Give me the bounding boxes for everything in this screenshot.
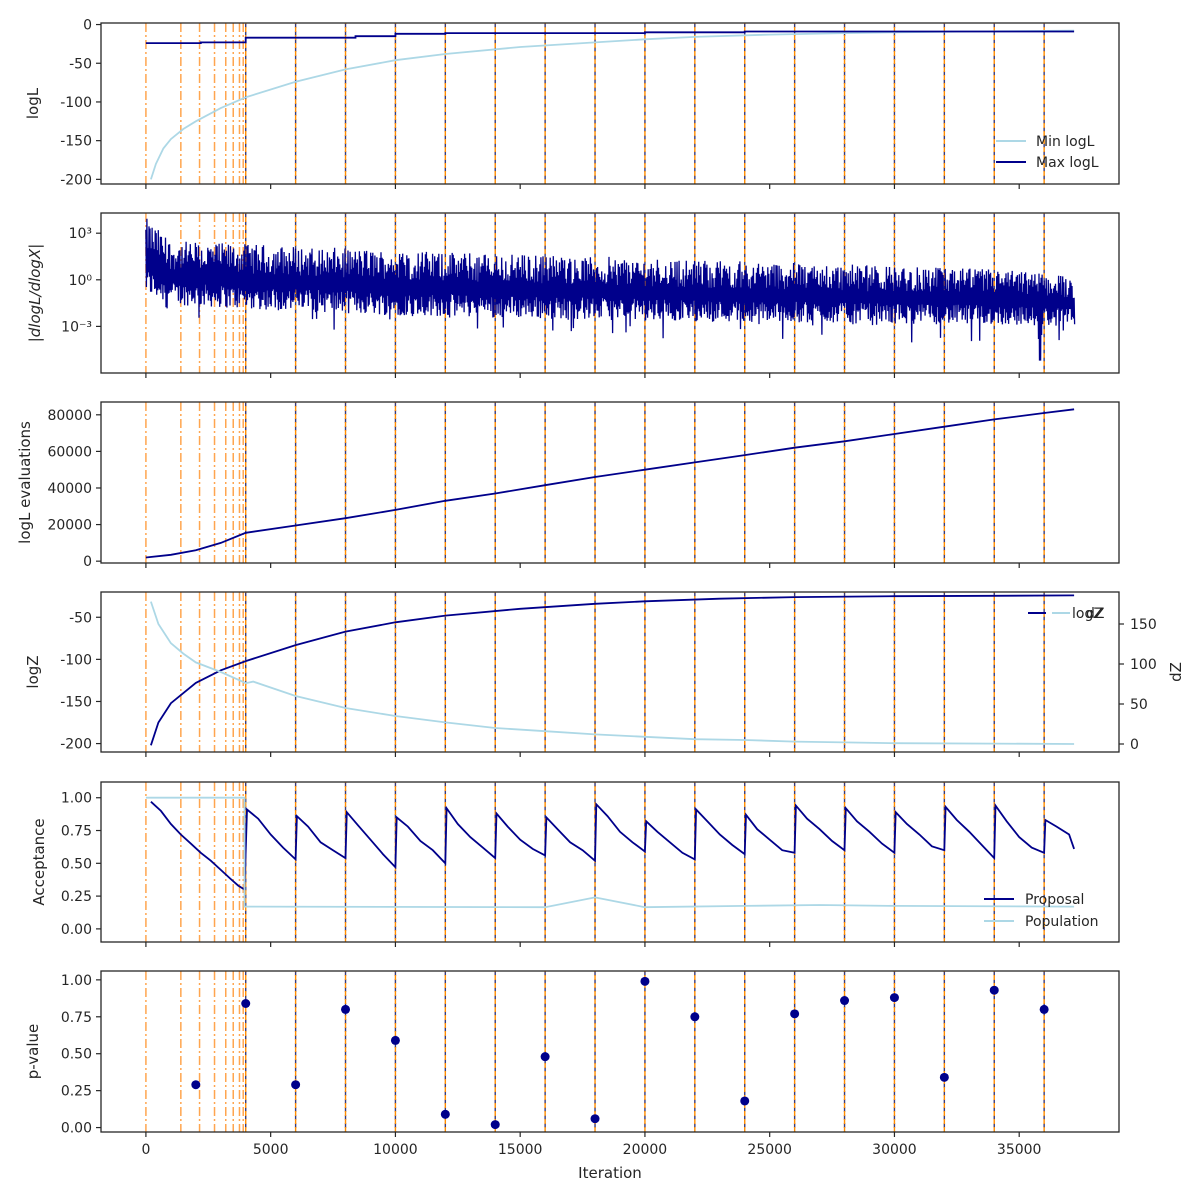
legend-label-proposal: Proposal: [1025, 892, 1084, 908]
series-line-proposal: [150, 801, 1075, 892]
x-tick-label: 15000: [498, 1142, 543, 1158]
series-line-population: [145, 796, 1075, 909]
panel-logl: 0 -50 -100 -150 -200 logL Min logL Max logL: [24, 18, 1120, 189]
y-axis-label-pvalue: p-value: [24, 1024, 42, 1080]
y-right-tick-label-logz: 50: [1130, 697, 1148, 713]
series-line-logl-evaluations: [145, 408, 1075, 559]
y-tick-label-pvalue: 0.25: [61, 1084, 92, 1100]
y-tick-label-evals: 80000: [47, 408, 92, 424]
x-tick-label: 25000: [747, 1142, 792, 1158]
legend-label-min-logl: Min logL: [1036, 134, 1095, 150]
legend-logl: Min logL Max logL: [996, 134, 1099, 171]
panel-pvalue: 1.00 0.75 0.50 0.25 0.00 p-value 0 5000 10000 150…: [24, 970, 1120, 1158]
y-axis-label-evals: logL evaluations: [16, 421, 34, 544]
y-tick-label-acceptance: 0.50: [61, 856, 92, 872]
y-right-axis-label-logz: dZ: [1167, 662, 1185, 682]
y-tick-label-logz: -200: [60, 737, 92, 753]
y-tick-label-evals: 60000: [47, 444, 92, 460]
y-right-tick-label-logz: 0: [1130, 737, 1139, 753]
pvalue-point: [640, 976, 650, 986]
y-tick-label-pvalue: 0.50: [61, 1047, 92, 1063]
y-tick-label-acceptance: 0.25: [61, 889, 92, 905]
pvalue-point: [989, 985, 999, 995]
pvalue-point: [690, 1012, 700, 1022]
pvalue-point: [939, 1072, 949, 1082]
x-tick-label: 0: [141, 1142, 150, 1158]
legend-logz: logZ dZ: [1028, 606, 1104, 622]
y-tick-label-logz: -150: [60, 694, 92, 710]
y-tick-label-pvalue: 0.00: [61, 1121, 92, 1137]
legend-label-dz: dZ: [1086, 606, 1104, 622]
pvalue-point: [440, 1109, 450, 1119]
y-axis-label-dlogl: |dlogL/dlogX|: [26, 244, 44, 343]
legend-label-logz: logZ: [1072, 606, 1103, 622]
pvalue-point: [490, 1120, 500, 1130]
series-line-min-logl: [150, 29, 1075, 180]
y-tick-label-logl: -100: [60, 95, 92, 111]
y-tick-label-logl: -50: [69, 56, 92, 72]
pvalue-point: [790, 1009, 800, 1019]
pvalue-point: [291, 1080, 301, 1090]
y-tick-label-logz: -100: [60, 652, 92, 668]
y-axis-label-logz: logZ: [24, 655, 42, 688]
y-tick-label-logl: -200: [60, 172, 92, 188]
series-line-max-logl: [145, 30, 1075, 44]
pvalue-point: [889, 993, 899, 1003]
axes-frame-logl: [100, 22, 1120, 185]
y-tick-label-dlogl: 10³: [69, 226, 92, 242]
y-axis-label-acceptance: Acceptance: [30, 818, 48, 905]
axes-frame-dlogl: [100, 212, 1120, 374]
pvalue-point: [341, 1004, 351, 1014]
panel-acceptance: 1.00 0.75 0.50 0.25 0.00 Acceptance Proposal …: [30, 781, 1120, 947]
pvalue-point: [740, 1096, 750, 1106]
pvalue-point: [241, 998, 251, 1008]
legend-acceptance: Proposal Population: [984, 892, 1099, 930]
series-line-dlogl: [145, 218, 1076, 361]
x-tick-label: 20000: [623, 1142, 668, 1158]
legend-label-max-logl: Max logL: [1036, 155, 1099, 171]
y-right-tick-label-logz: 150: [1130, 617, 1157, 633]
series-line-dz: [150, 601, 1075, 745]
y-tick-label-acceptance: 1.00: [61, 791, 92, 807]
y-tick-label-logz: -50: [69, 610, 92, 626]
pvalue-point: [840, 996, 850, 1006]
y-tick-label-logl: -150: [60, 134, 92, 150]
panel-dlogl: 10³ 10⁰ 10⁻³ |dlogL/dlogX|: [26, 212, 1120, 378]
legend-label-population: Population: [1025, 914, 1099, 930]
y-axis-label-logl: logL: [24, 87, 42, 119]
y-tick-label-evals: 40000: [47, 481, 92, 497]
axes-frame-pvalue: [100, 970, 1120, 1133]
pvalue-point: [1039, 1004, 1049, 1014]
y-right-tick-label-logz: 100: [1130, 657, 1157, 673]
pvalue-point: [590, 1114, 600, 1124]
y-tick-label-dlogl: 10⁰: [69, 273, 93, 289]
y-tick-label-acceptance: 0.75: [61, 824, 92, 840]
y-tick-label-dlogl: 10⁻³: [61, 319, 92, 335]
x-axis-label: Iteration: [578, 1164, 642, 1182]
y-tick-label-evals: 0: [83, 554, 92, 570]
axes-frame-evals: [100, 401, 1120, 564]
axes-frame-acceptance: [100, 781, 1120, 943]
y-tick-label-acceptance: 0.00: [61, 922, 92, 938]
y-tick-label-pvalue: 1.00: [61, 973, 92, 989]
x-tick-label: 10000: [373, 1142, 418, 1158]
panel-evals: 0 20000 40000 60000 80000 logL evaluations: [16, 401, 1120, 570]
x-tick-label: 35000: [997, 1142, 1042, 1158]
pvalue-point: [540, 1052, 550, 1062]
y-tick-label-pvalue: 0.75: [61, 1010, 92, 1026]
pvalue-point: [390, 1035, 400, 1045]
x-tick-label: 5000: [253, 1142, 289, 1158]
y-tick-label-evals: 20000: [47, 518, 92, 534]
pvalue-point: [191, 1080, 201, 1090]
y-tick-label-logl: 0: [83, 18, 92, 34]
series-line-logz: [150, 594, 1075, 746]
axes-frame-logz: [100, 591, 1120, 753]
x-tick-label: 30000: [872, 1142, 917, 1158]
